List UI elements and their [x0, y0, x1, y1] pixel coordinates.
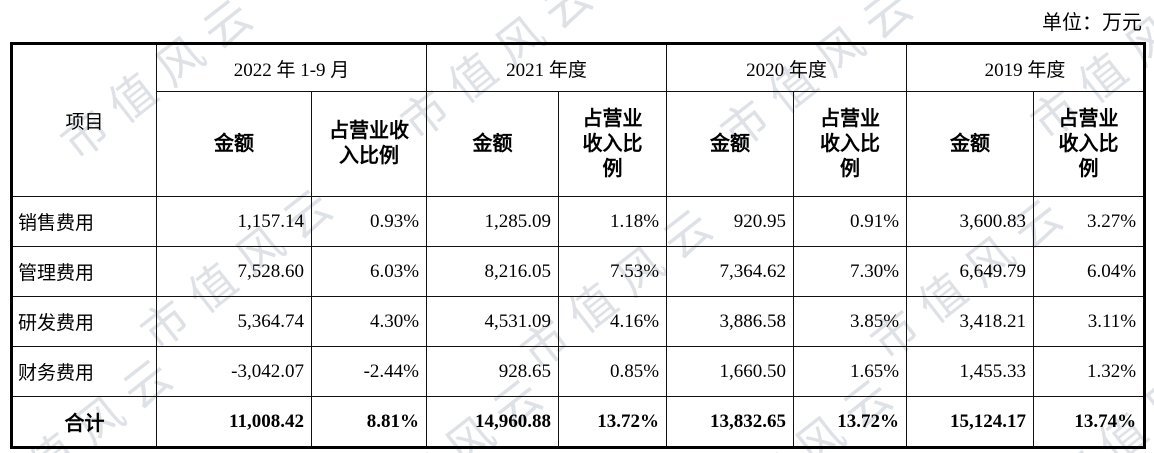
table-cell: 5,364.74	[156, 296, 312, 347]
header-period-row: 项目 2022 年 1-9 月 2021 年度 2020 年度 2019 年度	[11, 43, 1146, 197]
table-cell: 7,528.60	[156, 246, 312, 297]
table-row-admin-expense: 管理费用 7,528.60 6.03% 8,216.05 7.53% 7,364…	[11, 246, 1146, 297]
table-cell: 14,960.88	[426, 396, 560, 448]
unit-label: 单位：万元	[1042, 12, 1142, 34]
table-cell: 1,455.33	[906, 346, 1035, 397]
table-cell: 13,832.65	[666, 396, 795, 448]
table-cell: 1.32%	[1033, 346, 1146, 397]
table-cell: 13.74%	[1033, 396, 1146, 448]
table-cell: 0.91%	[793, 196, 908, 247]
table-cell: 0.93%	[310, 196, 428, 247]
table-cell: 7.30%	[793, 246, 908, 297]
table-cell: 4.16%	[558, 296, 668, 347]
ratio-header-2019: 占营业 收入比 例	[1033, 91, 1146, 197]
table-cell: 928.65	[426, 346, 560, 397]
table-cell: 8.81%	[310, 396, 428, 448]
table-cell: 6.03%	[310, 246, 428, 297]
table-cell: 15,124.17	[906, 396, 1035, 448]
table-cell: 1.65%	[793, 346, 908, 397]
table-cell: 1,285.09	[426, 196, 560, 247]
period-header-2020: 2020 年度	[666, 43, 908, 92]
amount-header-2019: 金额	[906, 91, 1035, 197]
table-row-total: 合计 11,008.42 8.81% 14,960.88 13.72% 13,8…	[11, 396, 1146, 448]
table-cell: 3,418.21	[906, 296, 1035, 347]
amount-header-2020: 金额	[666, 91, 795, 197]
table-row-rd-expense: 研发费用 5,364.74 4.30% 4,531.09 4.16% 3,886…	[11, 296, 1146, 347]
table-cell: 3.11%	[1033, 296, 1146, 347]
header-subcolumn-row: 金额 占营业收 入比例 金额 占营业 收入比 例 金额 占营业 收入比 例 金额…	[12, 91, 1146, 197]
amount-header-2021: 金额	[426, 91, 560, 197]
table-cell: 920.95	[666, 196, 795, 247]
table-cell: 3,600.83	[906, 196, 1035, 247]
table-cell: 7,364.62	[666, 246, 795, 297]
table-cell: 13.72%	[793, 396, 908, 448]
row-label: 财务费用	[11, 346, 157, 397]
table-cell: -3,042.07	[156, 346, 312, 397]
period-header-2019: 2019 年度	[906, 43, 1146, 92]
ratio-header-2021: 占营业 收入比 例	[558, 91, 668, 197]
table-cell: 3.85%	[793, 296, 908, 347]
row-label: 销售费用	[11, 196, 157, 247]
expense-table: 项目 2022 年 1-9 月 2021 年度 2020 年度 2019 年度 …	[10, 42, 1147, 449]
table-row-sales-expense: 销售费用 1,157.14 0.93% 1,285.09 1.18% 920.9…	[11, 196, 1146, 247]
amount-header-2022: 金额	[156, 91, 312, 197]
table-cell: 6,649.79	[906, 246, 1035, 297]
period-header-2022: 2022 年 1-9 月	[155, 43, 428, 92]
period-header-2021: 2021 年度	[426, 43, 668, 92]
table-cell: 1,157.14	[156, 196, 312, 247]
ratio-header-2020: 占营业 收入比 例	[793, 91, 908, 197]
table-cell: 3.27%	[1033, 196, 1146, 247]
table-cell: 4.30%	[310, 296, 428, 347]
table-cell: 0.85%	[558, 346, 668, 397]
item-column-header: 项目	[11, 43, 157, 197]
table-row-finance-expense: 财务费用 -3,042.07 -2.44% 928.65 0.85% 1,660…	[11, 346, 1146, 397]
table-cell: 13.72%	[558, 396, 668, 448]
table-cell: 3,886.58	[666, 296, 795, 347]
table-cell: 1.18%	[558, 196, 668, 247]
ratio-header-2022: 占营业收 入比例	[310, 91, 428, 197]
total-row-label: 合计	[11, 396, 157, 448]
row-label: 管理费用	[11, 246, 157, 297]
table-cell: 11,008.42	[156, 396, 312, 448]
table-cell: -2.44%	[310, 346, 428, 397]
table-cell: 1,660.50	[666, 346, 795, 397]
table-cell: 6.04%	[1033, 246, 1146, 297]
table-cell: 7.53%	[558, 246, 668, 297]
row-label: 研发费用	[11, 296, 157, 347]
table-cell: 4,531.09	[426, 296, 560, 347]
table-cell: 8,216.05	[426, 246, 560, 297]
